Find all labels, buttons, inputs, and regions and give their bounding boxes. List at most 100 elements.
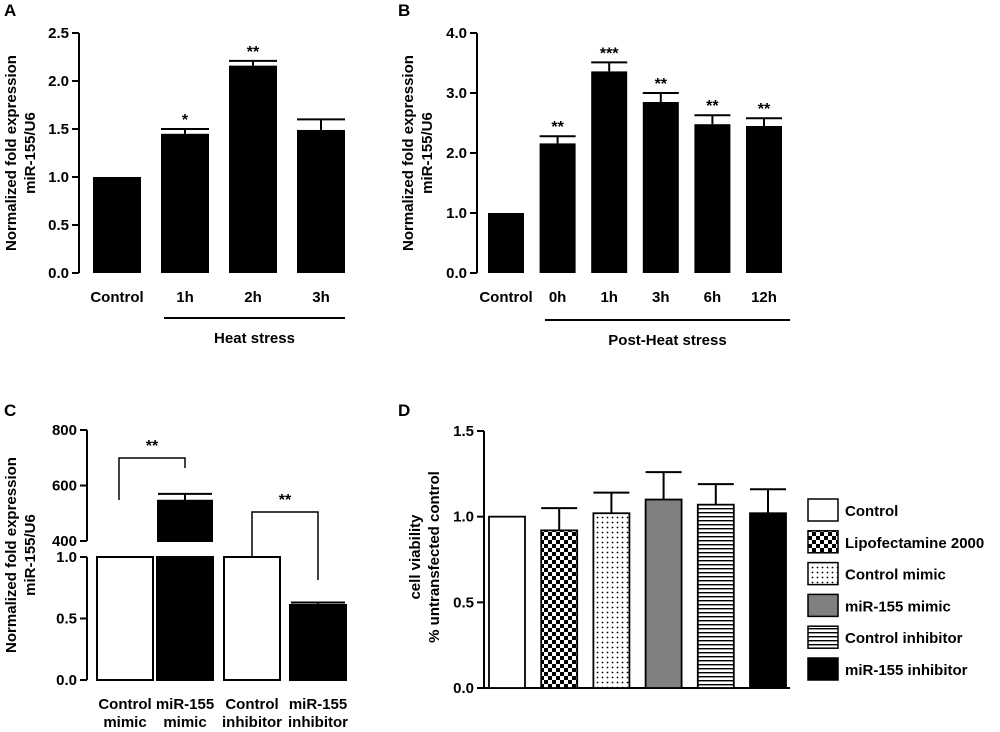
bar-mir-155-inhibitor xyxy=(289,603,347,681)
y-tick-label: 1.5 xyxy=(453,423,474,440)
y-tick-label: 0.0 xyxy=(446,265,467,282)
y-tick-label: 0.5 xyxy=(48,217,69,234)
category-label: 6h xyxy=(704,289,722,306)
panel-label: C xyxy=(4,401,16,420)
y-tick-label: 600 xyxy=(52,478,77,495)
legend-label: miR-155 inhibitor xyxy=(845,662,968,679)
group-label: Post-Heat stress xyxy=(608,332,726,349)
panel-d: D 0.0 0.5 1.0 1.5 cell viability% untransfect… xyxy=(398,401,984,697)
category-label: 2h xyxy=(244,289,262,306)
significance-bracket xyxy=(118,457,186,500)
category-label-line1: Control xyxy=(225,696,278,713)
bar-mir-155-inhibitor xyxy=(749,512,787,689)
significance-marker: ** xyxy=(247,44,260,61)
category-label-line1: miR-155 xyxy=(156,696,214,713)
bar-lipofectamine-2000 xyxy=(540,529,579,689)
legend-label: Control mimic xyxy=(845,567,946,584)
significance-marker: ** xyxy=(146,438,159,455)
panel-label: B xyxy=(398,1,410,20)
y-tick-label: 0.0 xyxy=(56,672,77,689)
significance-marker: * xyxy=(182,112,189,129)
y-tick-label: 400 xyxy=(52,533,77,550)
group-label: Heat stress xyxy=(214,330,295,347)
bar-control xyxy=(93,177,141,273)
category-label: 1h xyxy=(600,289,618,306)
legend-label: miR-155 mimic xyxy=(845,598,951,615)
y-axis-label-a: Normalized fold expression xyxy=(3,55,20,251)
legend-label: Control inhibitor xyxy=(845,630,963,647)
legend-swatch xyxy=(807,593,839,618)
bar-1h xyxy=(161,133,209,273)
bar-1h xyxy=(591,71,628,274)
panel-label: D xyxy=(398,401,410,420)
category-label-line1: Control xyxy=(98,696,151,713)
bar-mir-155-mimic-upper xyxy=(157,499,213,543)
y-tick-label: 1.0 xyxy=(56,549,77,566)
bar-control-mimic xyxy=(96,556,154,681)
category-label-line2: inhibitor xyxy=(288,714,348,731)
bar-control-inhibitor xyxy=(223,556,281,681)
y-axis-label-a-line2: miR-155/U6 xyxy=(22,112,39,194)
significance-marker: ** xyxy=(758,101,771,118)
bar-3h xyxy=(642,102,679,273)
bar-control xyxy=(488,515,526,689)
y-tick-label: 4.0 xyxy=(446,25,467,42)
y-tick-label: 1.0 xyxy=(453,509,474,526)
panel-b: B 0.0 1.0 2.0 3.0 4.0 Normalized fold expressi… xyxy=(398,1,790,349)
category-label: Control xyxy=(90,289,143,306)
y-axis-label-c: Normalized fold expression xyxy=(3,457,20,653)
category-label-line1: miR-155 xyxy=(289,696,347,713)
category-label-line2: inhibitor xyxy=(222,714,282,731)
y-axis-label-d-line2: % untransfected control xyxy=(426,471,443,643)
bar-control xyxy=(488,213,524,273)
legend-label: Lipofectamine 2000 xyxy=(845,535,984,552)
category-label: 3h xyxy=(312,289,330,306)
significance-marker: ** xyxy=(279,492,292,509)
significance-bracket xyxy=(251,511,319,580)
legend-label: Control xyxy=(845,503,898,520)
y-tick-label: 2.0 xyxy=(446,145,467,162)
y-tick-label: 1.0 xyxy=(48,169,69,186)
category-label: 1h xyxy=(176,289,194,306)
y-tick-label: 800 xyxy=(52,422,77,439)
bar-mir-155-mimic xyxy=(644,498,683,689)
category-label: 3h xyxy=(652,289,670,306)
y-tick-label: 0.5 xyxy=(56,611,77,628)
significance-marker: ** xyxy=(551,119,564,136)
legend-swatch xyxy=(807,561,839,586)
y-axis-label-c-line2: miR-155/U6 xyxy=(22,514,39,596)
category-label: 12h xyxy=(751,289,777,306)
legend-swatch xyxy=(807,625,839,649)
category-label: Control xyxy=(479,289,532,306)
y-tick-label: 1.0 xyxy=(446,205,467,222)
legend-swatch xyxy=(807,657,839,681)
y-axis-label-b-line2: miR-155/U6 xyxy=(419,112,436,194)
legend-swatch xyxy=(807,530,839,554)
category-label: 0h xyxy=(549,289,567,306)
bar-6h xyxy=(694,124,731,273)
y-axis-label-d: cell viability xyxy=(407,514,424,600)
panel-label: A xyxy=(4,1,16,20)
y-tick-label: 0.0 xyxy=(453,680,474,697)
y-tick-label: 2.0 xyxy=(48,73,69,90)
significance-marker: *** xyxy=(600,45,619,62)
y-tick-label: 0.5 xyxy=(453,594,474,611)
category-label-line2: mimic xyxy=(163,714,206,731)
bar-0h xyxy=(539,143,576,273)
y-tick-label: 2.5 xyxy=(48,25,69,42)
category-label-line2: mimic xyxy=(103,714,146,731)
bar-2h xyxy=(229,65,277,273)
bar-control-inhibitor xyxy=(696,503,735,689)
y-tick-label: 0.0 xyxy=(48,265,69,282)
bar-control-mimic xyxy=(592,512,631,689)
y-tick-label: 1.5 xyxy=(48,121,69,138)
y-tick-label: 3.0 xyxy=(446,85,467,102)
bar-3h xyxy=(297,129,345,273)
panel-a: A 0.0 0.5 1.0 1.5 2.0 2.5 Normalized fold expre… xyxy=(3,1,345,347)
bar-mir-155-mimic-lower xyxy=(156,556,214,681)
y-axis-label-b: Normalized fold expression xyxy=(400,55,417,251)
bar-12h xyxy=(746,126,782,273)
significance-marker: ** xyxy=(655,76,668,93)
